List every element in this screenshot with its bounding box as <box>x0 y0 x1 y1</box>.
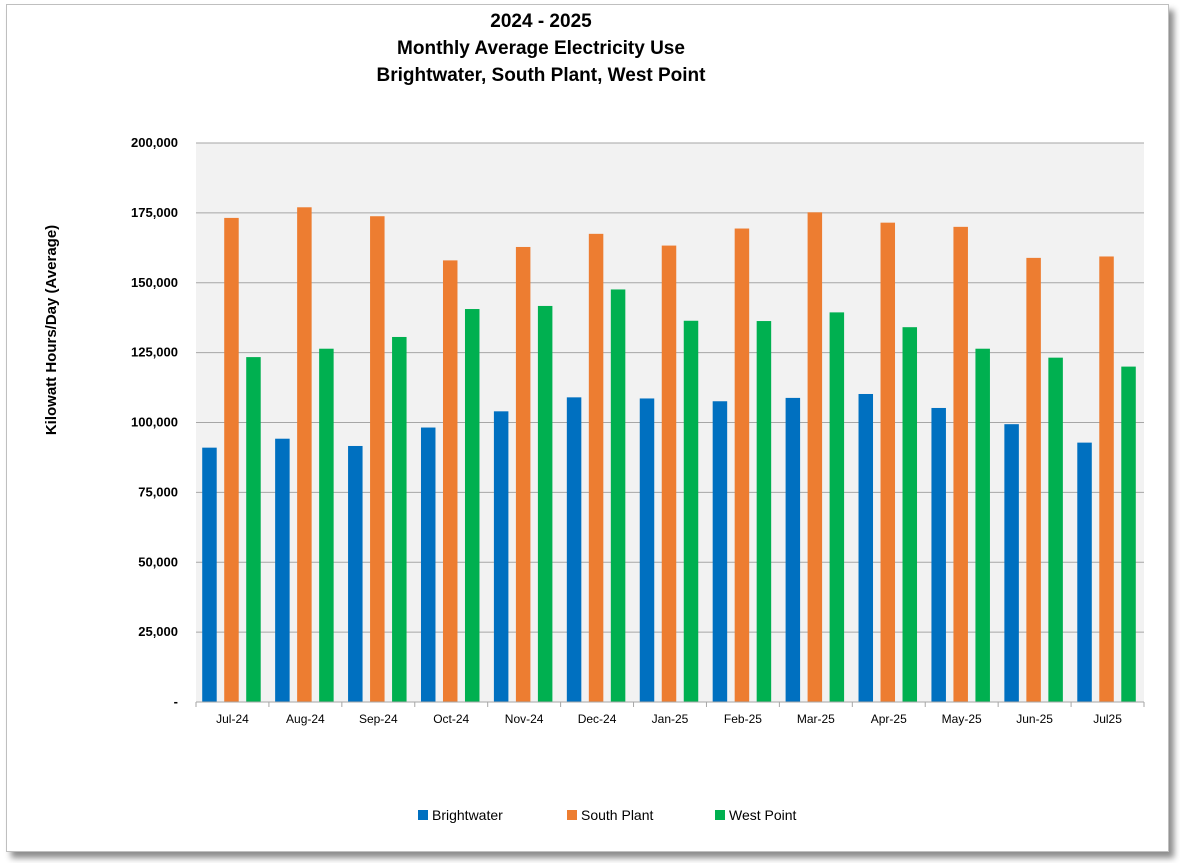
legend-swatch-south-plant <box>567 810 577 820</box>
y-tick-label: - <box>174 694 178 709</box>
bar-west-point <box>319 348 334 702</box>
bar-south-plant <box>953 226 968 702</box>
bar-brightwater <box>275 438 290 702</box>
bar-west-point <box>392 336 407 702</box>
x-tick-label: Jul-24 <box>216 712 249 726</box>
bar-brightwater <box>420 427 436 702</box>
bar-west-point <box>756 321 772 702</box>
bar-west-point <box>610 289 626 702</box>
bar-south-plant <box>734 228 750 703</box>
x-tick-label: Sep-24 <box>359 712 398 726</box>
bar-south-plant <box>370 216 385 702</box>
bar-brightwater <box>639 398 655 702</box>
x-tick-label: Oct-24 <box>433 712 469 726</box>
x-tick-label: Mar-25 <box>797 712 835 726</box>
bars <box>202 207 1136 703</box>
legend: Brightwater South Plant West Point <box>418 807 797 823</box>
bar-brightwater <box>566 397 582 702</box>
bar-west-point <box>1121 366 1136 702</box>
bar-south-plant <box>880 222 896 702</box>
bar-west-point <box>1048 357 1063 702</box>
y-tick-label: 150,000 <box>131 275 178 290</box>
y-tick-labels: - 25,000 50,000 75,000 100,000 125,000 150,000… <box>131 135 178 709</box>
bar-west-point <box>464 309 480 702</box>
y-tick-label: 175,000 <box>131 205 178 220</box>
bar-south-plant <box>224 217 239 702</box>
legend-swatch-west-point <box>715 810 725 820</box>
y-tick-label: 100,000 <box>131 415 178 430</box>
bar-west-point <box>902 327 918 702</box>
bar-west-point <box>683 320 699 702</box>
y-tick-label: 25,000 <box>138 624 178 639</box>
legend-label-brightwater: Brightwater <box>432 807 503 823</box>
x-tick-label: Jul25 <box>1093 712 1122 726</box>
y-axis-label: Kilowatt Hours/Day (Average) <box>43 225 60 435</box>
bar-south-plant <box>515 246 531 702</box>
bar-brightwater <box>348 445 363 702</box>
bar-brightwater <box>1004 424 1019 702</box>
bar-brightwater <box>1077 442 1092 702</box>
x-tick-label: Aug-24 <box>286 712 325 726</box>
y-tick-label: 75,000 <box>138 484 178 499</box>
bar-brightwater <box>785 397 801 702</box>
legend-label-west-point: West Point <box>729 807 797 823</box>
bar-south-plant <box>1099 256 1114 702</box>
x-tick-label: Nov-24 <box>505 712 544 726</box>
bar-west-point <box>975 348 990 702</box>
bar-south-plant <box>1026 257 1041 702</box>
bar-west-point <box>537 305 553 702</box>
bar-brightwater <box>931 407 946 702</box>
bar-brightwater <box>202 447 217 702</box>
bar-south-plant <box>661 245 677 702</box>
legend-swatch-brightwater <box>418 810 428 820</box>
bar-west-point <box>246 357 261 702</box>
legend-label-south-plant: South Plant <box>581 807 653 823</box>
x-tick-label: May-25 <box>942 712 982 726</box>
chart-title-line-1: 2024 - 2025 <box>490 11 592 32</box>
y-tick-label: 200,000 <box>131 135 178 150</box>
x-tick-labels: Jul-24 Aug-24 Sep-24 Oct-24 Nov-24 Dec-24 Jan-… <box>216 712 1122 726</box>
x-tick-label: Apr-25 <box>871 712 907 726</box>
bar-brightwater <box>493 411 509 702</box>
bar-south-plant <box>442 260 458 702</box>
x-tick-label: Jan-25 <box>652 712 689 726</box>
bar-brightwater <box>712 401 728 702</box>
chart-title-line-3: Brightwater, South Plant, West Point <box>376 65 706 86</box>
bar-south-plant <box>807 212 823 703</box>
x-tick-label: Dec-24 <box>578 712 617 726</box>
bar-west-point <box>829 312 845 702</box>
axes <box>195 701 1145 707</box>
y-tick-label: 50,000 <box>138 554 178 569</box>
bar-south-plant <box>588 233 604 702</box>
bar-south-plant <box>297 207 312 702</box>
x-tick-label: Jun-25 <box>1016 712 1053 726</box>
bar-brightwater <box>858 393 874 702</box>
x-tick-label: Feb-25 <box>724 712 762 726</box>
y-tick-label: 125,000 <box>131 345 178 360</box>
chart-title-line-2: Monthly Average Electricity Use <box>397 38 685 59</box>
